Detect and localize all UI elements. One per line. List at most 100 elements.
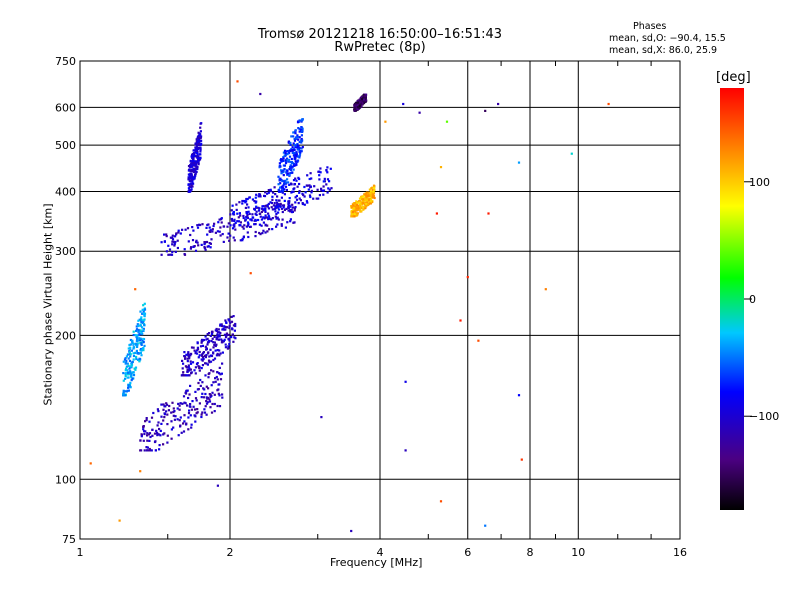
- data-point: [170, 411, 173, 414]
- data-point: [354, 202, 357, 205]
- data-point: [367, 194, 370, 197]
- data-point: [362, 198, 365, 201]
- data-point: [195, 138, 198, 141]
- data-point: [128, 384, 131, 388]
- data-point: [368, 198, 371, 201]
- data-point: [140, 349, 143, 352]
- data-point: [205, 400, 208, 403]
- data-point: [193, 245, 196, 248]
- data-point: [306, 174, 309, 177]
- data-point: [244, 219, 247, 222]
- data-point: [190, 423, 193, 426]
- data-point: [171, 238, 175, 241]
- data-point: [326, 191, 329, 194]
- data-point: [359, 103, 362, 106]
- data-point: [286, 173, 289, 176]
- data-point: [234, 228, 237, 231]
- data-point: [218, 405, 222, 408]
- colorbar-tick-label: 0: [749, 293, 756, 306]
- data-point: [192, 167, 195, 171]
- data-point: [194, 147, 197, 150]
- data-point: [214, 231, 217, 234]
- data-point: [283, 199, 286, 202]
- data-point: [214, 377, 217, 380]
- data-point: [544, 288, 547, 291]
- data-point: [292, 162, 295, 165]
- data-point: [356, 203, 359, 206]
- data-point: [126, 376, 129, 379]
- data-point: [194, 249, 198, 252]
- data-point: [194, 151, 197, 154]
- data-point: [221, 351, 224, 354]
- data-point: [178, 404, 181, 407]
- data-point: [197, 159, 200, 162]
- data-point: [229, 321, 232, 324]
- data-point: [203, 242, 206, 245]
- data-point: [254, 196, 257, 199]
- data-point: [198, 223, 201, 226]
- data-point: [199, 378, 202, 382]
- data-point: [267, 214, 270, 217]
- data-point: [280, 160, 283, 163]
- data-point: [306, 184, 309, 187]
- data-point: [298, 182, 301, 186]
- data-point: [139, 310, 142, 313]
- data-point: [132, 374, 136, 377]
- data-point: [292, 164, 296, 167]
- data-point: [231, 204, 234, 207]
- data-point: [210, 384, 213, 387]
- data-point: [189, 362, 193, 365]
- data-point: [497, 102, 500, 106]
- data-point: [283, 168, 286, 171]
- data-point: [198, 350, 201, 354]
- data-point: [366, 197, 369, 200]
- data-point: [351, 215, 354, 218]
- data-point: [285, 171, 288, 174]
- data-point: [317, 170, 320, 173]
- data-point: [254, 212, 257, 216]
- data-point: [295, 151, 298, 154]
- data-point: [361, 196, 364, 199]
- data-point: [291, 206, 294, 209]
- data-point: [196, 144, 199, 147]
- data-point: [243, 224, 246, 227]
- data-point: [295, 163, 298, 166]
- data-point: [160, 241, 163, 244]
- data-point: [233, 329, 236, 332]
- data-point: [275, 217, 278, 220]
- data-point: [187, 165, 191, 168]
- data-point: [219, 234, 222, 237]
- data-point: [279, 186, 282, 189]
- data-point: [364, 99, 368, 102]
- data-point: [139, 439, 142, 442]
- data-point: [353, 209, 356, 212]
- data-point: [373, 186, 376, 189]
- data-point: [242, 227, 245, 230]
- data-point: [291, 165, 294, 168]
- data-point: [211, 228, 214, 231]
- data-point: [402, 102, 405, 106]
- data-point: [294, 206, 297, 209]
- data-point: [247, 235, 250, 239]
- data-point: [254, 218, 257, 221]
- data-point: [158, 448, 161, 451]
- data-point: [301, 129, 304, 132]
- data-point: [170, 437, 173, 440]
- data-point: [132, 342, 135, 345]
- data-point: [199, 345, 203, 348]
- data-point: [125, 390, 128, 393]
- data-point: [187, 412, 191, 415]
- data-point: [282, 174, 285, 177]
- data-point: [135, 329, 138, 332]
- data-point: [291, 171, 294, 174]
- data-point: [295, 137, 298, 140]
- data-point: [142, 312, 145, 315]
- data-point: [251, 216, 254, 219]
- data-point: [208, 226, 211, 229]
- data-point: [122, 372, 125, 375]
- data-point: [187, 183, 190, 186]
- data-point: [288, 197, 291, 200]
- data-point: [127, 347, 130, 350]
- data-point: [365, 205, 368, 208]
- data-point: [235, 208, 238, 211]
